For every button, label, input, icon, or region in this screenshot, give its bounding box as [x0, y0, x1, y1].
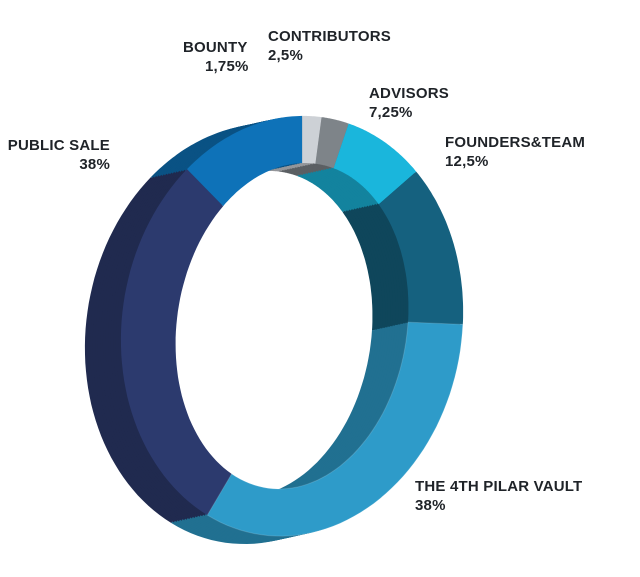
slice-advisors: [333, 123, 417, 205]
donut-ring: [84, 115, 464, 544]
ring-side-4th-pilar-vault: [179, 328, 435, 543]
label-contributors: CONTRIBUTORS 2,5%: [268, 27, 391, 65]
label-bounty: BOUNTY 1,75%: [183, 38, 249, 76]
slice-public-sale: [120, 169, 232, 516]
label-4th-pilar-vault-value: 38%: [415, 497, 446, 514]
slice-4th-pilar-vault: [207, 322, 463, 537]
label-founders-team-name: FOUNDERS&TEAM: [445, 134, 586, 151]
ring-side-4th-pilar-vault: [173, 329, 430, 544]
label-contributors-name: CONTRIBUTORS: [268, 28, 391, 45]
slice-bounty: [302, 115, 322, 164]
label-advisors-value: 7,25%: [369, 104, 413, 121]
ring-highlight: [206, 321, 464, 537]
ring-side-4th-pilar-vault: [181, 327, 438, 542]
label-advisors: ADVISORS 7,25%: [369, 84, 449, 122]
ring-side-4th-pilar-vault: [171, 330, 427, 544]
label-contributors-value: 2,5%: [268, 47, 303, 64]
label-advisors-name: ADVISORS: [369, 85, 449, 102]
ring-side-4th-pilar-vault: [176, 328, 432, 543]
label-4th-pilar-vault: THE 4TH PILAR VAULT 38%: [415, 477, 582, 515]
label-bounty-name: BOUNTY: [183, 39, 248, 56]
ring-side-4th-pilar-vault: [189, 326, 445, 540]
ring-side-4th-pilar-vault: [191, 325, 448, 540]
slice-contributors: [315, 117, 349, 169]
slice-unlabeled: [187, 115, 303, 207]
ring-side-4th-pilar-vault: [194, 324, 450, 539]
label-public-sale-value: 38%: [79, 156, 110, 173]
label-public-sale-name: PUBLIC SALE: [7, 137, 110, 154]
ring-side-4th-pilar-vault: [186, 326, 443, 541]
label-bounty-value: 1,75%: [205, 58, 249, 75]
ring-side-4th-pilar-vault: [202, 323, 458, 538]
label-founders-team-value: 12,5%: [445, 153, 489, 170]
slice-founders-team: [378, 171, 464, 325]
ring-side-4th-pilar-vault: [204, 322, 461, 537]
label-public-sale: PUBLIC SALE 38%: [6, 136, 110, 174]
ring-side-4th-pilar-vault: [199, 323, 456, 538]
label-4th-pilar-vault-name: THE 4TH PILAR VAULT: [415, 478, 583, 495]
label-founders-team: FOUNDERS&TEAM 12,5%: [445, 133, 585, 171]
ring-side-4th-pilar-vault: [184, 327, 440, 542]
ring-side-4th-pilar-vault: [197, 324, 453, 539]
